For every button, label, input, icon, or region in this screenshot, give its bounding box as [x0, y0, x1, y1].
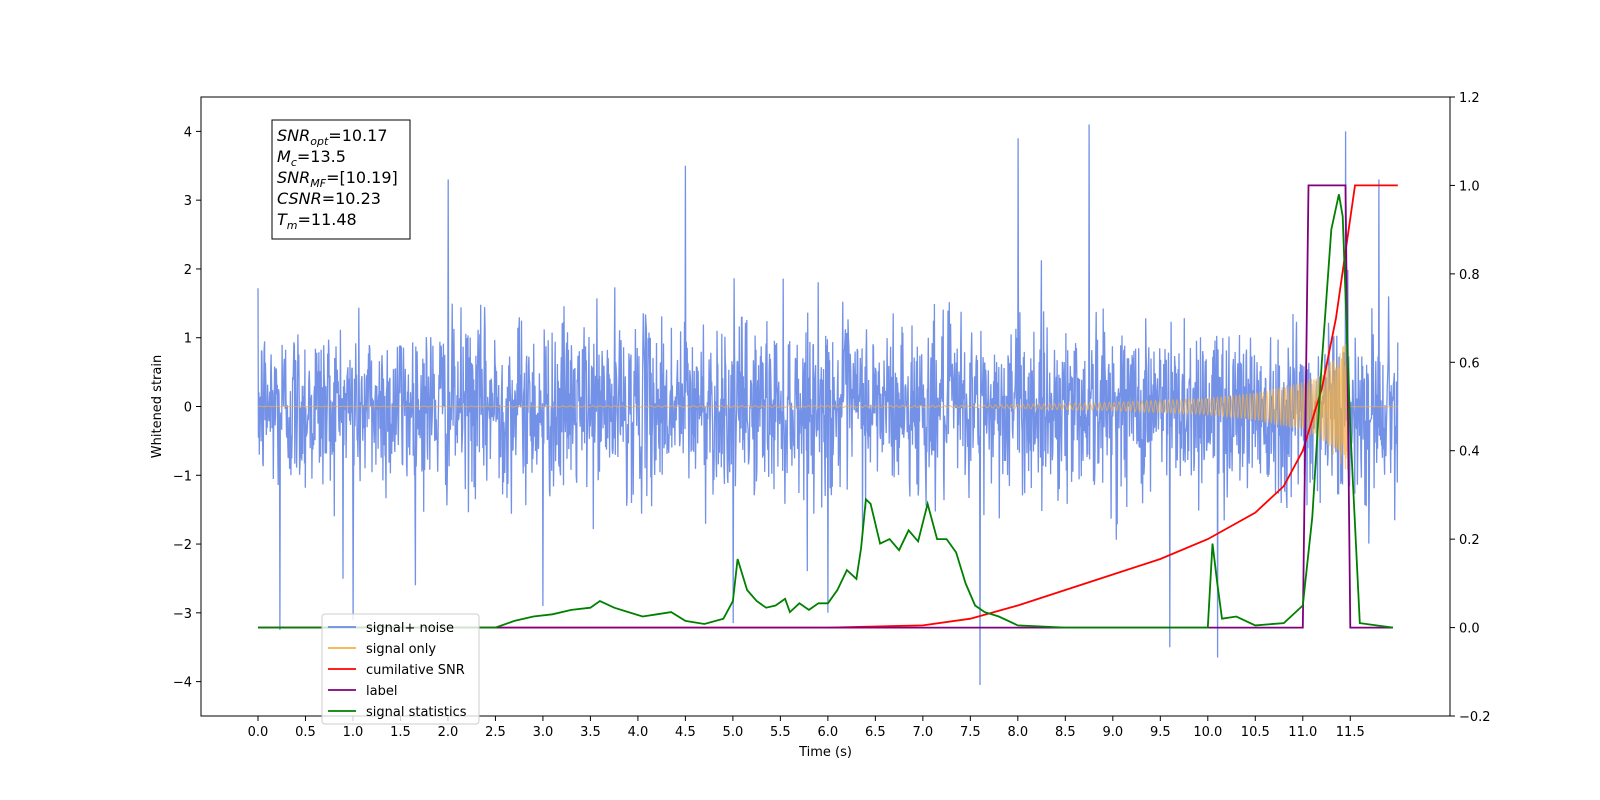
x-tick-label: 0.0 [248, 725, 269, 740]
y2-tick-label: 0.6 [1459, 356, 1480, 371]
annotation-value: =13.5 [297, 147, 346, 166]
y2-tick-label: 0.2 [1459, 533, 1480, 548]
y2-tick-label: 0.4 [1459, 445, 1480, 460]
legend-label: signal+ noise [366, 621, 454, 636]
x-tick-label: 6.5 [865, 725, 886, 740]
y-tick-label: 3 [184, 194, 192, 209]
annotation-subscript: c [291, 156, 297, 169]
x-tick-label: 2.5 [485, 725, 506, 740]
x-tick-label: 10.0 [1193, 725, 1222, 740]
annotation-subscript: MF [310, 177, 326, 190]
x-axis-label: Time (s) [798, 745, 852, 760]
annotation-variable: M [277, 147, 291, 166]
annotation-line: Mc=13.5 [277, 147, 346, 169]
y2-tick-label: 1.0 [1459, 179, 1480, 194]
x-tick-label: 3.0 [533, 725, 554, 740]
stats-annotation-box: SNRopt=10.17Mc=13.5SNRMF=[10.19]CSNR=10.… [271, 119, 411, 240]
plot-area [257, 124, 1399, 686]
y2-tick-label: −0.2 [1459, 710, 1491, 725]
series-signal-noise-line [257, 124, 1399, 686]
y-tick-label: −3 [173, 607, 192, 622]
x-tick-label: 9.0 [1102, 725, 1123, 740]
legend-label: label [366, 684, 397, 699]
annotation-line: CSNR=10.23 [277, 189, 381, 208]
legend-label: signal statistics [366, 705, 467, 720]
annotation-value: =11.48 [298, 210, 357, 229]
annotation-subscript: m [287, 219, 298, 232]
annotation-subscript: opt [310, 135, 329, 148]
y-tick-label: −1 [173, 469, 192, 484]
annotation-variable: CSNR [277, 189, 322, 208]
x-tick-label: 0.5 [295, 725, 316, 740]
series-signal-statistics-line [258, 194, 1394, 629]
annotation-line: SNRopt=10.17 [277, 126, 388, 148]
x-tick-label: 7.5 [960, 725, 981, 740]
x-tick-label: 1.5 [390, 725, 411, 740]
x-tick-label: 11.0 [1288, 725, 1317, 740]
legend-label: cumilative SNR [366, 663, 465, 678]
axes: 0.0 0.5 1.0 1.5 2.0 2.5 3.0 3.5 4.0 4.5 5.0 5.5 6.0 6… [173, 91, 1491, 740]
y2-tick-label: 0.8 [1459, 268, 1480, 283]
x-tick-label: 8.5 [1055, 725, 1076, 740]
y-axis-label: Whitened strain [150, 355, 165, 458]
y-tick-label: 1 [184, 332, 192, 347]
annotation-variable: T [277, 210, 288, 229]
y-tick-label: 4 [184, 125, 192, 140]
legend: signal+ noise signal only cumilative SNR la… [321, 613, 480, 725]
annotation-value: =10.23 [322, 189, 381, 208]
x-tick-label: 10.5 [1241, 725, 1270, 740]
legend-frame [321, 613, 480, 725]
x-tick-label: 4.5 [675, 725, 696, 740]
y-tick-label: 0 [184, 401, 192, 416]
annotation-line: Tm=11.48 [277, 210, 357, 232]
x-tick-label: 8.0 [1007, 725, 1028, 740]
annotation-variable: SNR [277, 168, 310, 187]
annotation-line: SNRMF=[10.19] [277, 168, 398, 190]
x-tick-label: 6.0 [818, 725, 839, 740]
x-tick-label: 7.0 [913, 725, 934, 740]
x-tick-label: 3.5 [580, 725, 601, 740]
x-tick-label: 9.5 [1150, 725, 1171, 740]
y-tick-label: −2 [173, 538, 192, 553]
x-tick-label: 11.5 [1336, 725, 1365, 740]
x-tick-label: 5.5 [770, 725, 791, 740]
x-tick-label: 4.0 [628, 725, 649, 740]
series-signal-only-line [258, 343, 1398, 470]
series-cumilative-snr-line [258, 184, 1398, 629]
annotation-value: =[10.19] [326, 168, 398, 187]
annotation-frame [271, 119, 411, 240]
legend-label: signal only [366, 642, 436, 657]
y2-tick-label: 1.2 [1459, 91, 1480, 106]
annotation-value: =10.17 [328, 126, 387, 145]
y-tick-label: 2 [184, 263, 192, 278]
x-tick-label: 1.0 [343, 725, 364, 740]
x-tick-label: 2.0 [438, 725, 459, 740]
x-tick-label: 5.0 [723, 725, 744, 740]
annotation-variable: SNR [277, 126, 310, 145]
y-tick-label: −4 [173, 676, 192, 691]
y2-tick-label: 0.0 [1459, 622, 1480, 637]
